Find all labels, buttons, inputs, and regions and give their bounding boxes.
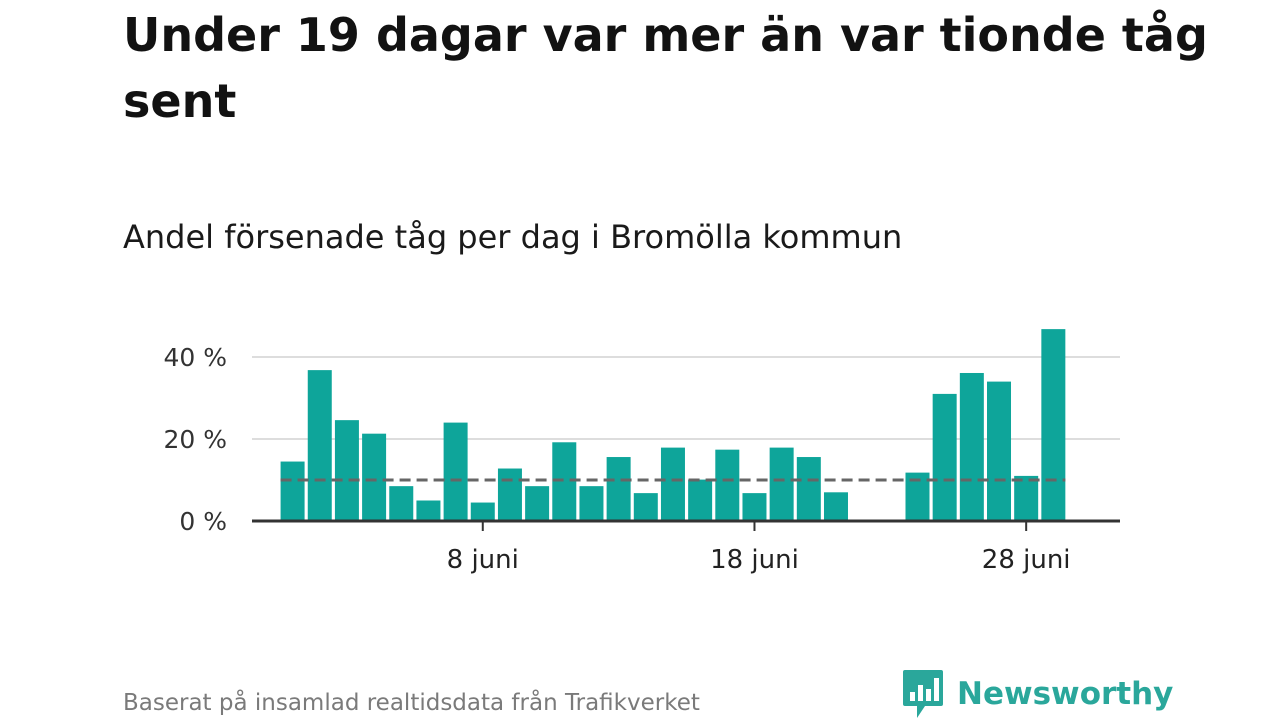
bar xyxy=(552,442,577,521)
bar xyxy=(796,457,821,521)
bar xyxy=(497,468,522,521)
bar xyxy=(823,492,848,521)
bar xyxy=(742,493,767,521)
bar xyxy=(959,372,984,521)
bar xyxy=(715,449,740,521)
x-tick-label: 8 juni xyxy=(447,545,519,575)
axes: 0 % 20 % 40 % 8 juni 18 juni 28 juni xyxy=(163,343,1120,575)
bar xyxy=(470,502,495,521)
newsworthy-logo: Newsworthy xyxy=(901,668,1173,720)
chart-title: Under 19 dagar var mer än var tionde tåg… xyxy=(123,8,1208,128)
bar xyxy=(1041,329,1066,521)
bar xyxy=(932,393,957,521)
bar xyxy=(987,381,1012,521)
brand-name: Newsworthy xyxy=(957,676,1174,712)
y-tick-label: 0 % xyxy=(179,507,227,536)
source-note: Baserat på insamlad realtidsdata från Tr… xyxy=(123,690,700,716)
bar xyxy=(606,457,631,521)
bar xyxy=(416,500,441,521)
bar xyxy=(660,447,685,521)
x-tick-label: 28 juni xyxy=(982,545,1071,575)
bar xyxy=(769,447,794,521)
y-tick-label: 20 % xyxy=(163,425,227,454)
bar xyxy=(362,433,387,521)
y-tick-label: 40 % xyxy=(163,343,227,372)
bar xyxy=(525,486,550,521)
newsworthy-logo-icon xyxy=(903,670,943,718)
bar xyxy=(389,486,414,521)
bar xyxy=(633,493,658,521)
bar xyxy=(1014,475,1039,521)
bars xyxy=(280,329,1066,521)
bar xyxy=(688,479,713,521)
chart-subtitle: Andel försenade tåg per dag i Bromölla k… xyxy=(123,218,903,256)
bar xyxy=(579,486,604,521)
bar xyxy=(280,461,305,521)
x-tick-label: 18 juni xyxy=(710,545,799,575)
bar xyxy=(307,370,332,521)
bar xyxy=(334,420,359,521)
bar xyxy=(443,422,468,521)
